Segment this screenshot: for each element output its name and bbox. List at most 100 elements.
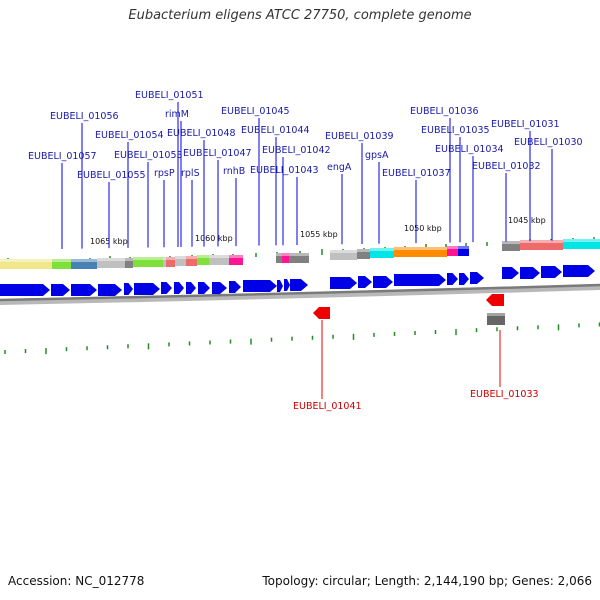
gene-label: EUBELI_01054	[95, 130, 164, 141]
annotation-bar	[282, 253, 289, 263]
annotation-bar	[166, 257, 175, 267]
annotation-bar-highlight	[487, 313, 505, 316]
gene-label: EUBELI_01057	[28, 151, 97, 162]
annotation-bar-highlight	[447, 246, 458, 249]
annotation-bar	[209, 255, 229, 265]
annotation-bar-highlight	[133, 257, 163, 260]
forward-gene-arrow	[243, 280, 277, 292]
annotation-bar-highlight	[209, 255, 229, 258]
annotation-bar	[487, 313, 505, 325]
kbp-label: 1060 kbp	[195, 234, 233, 243]
annotation-bar	[133, 257, 163, 267]
gene-labels-top: EUBELI_01051 EUBELI_01056 rimMEUBELI_01054…	[28, 90, 583, 249]
annotation-bar-highlight	[357, 249, 370, 252]
forward-gene-arrow	[277, 280, 283, 292]
annotation-bar	[97, 258, 125, 268]
annotation-bar	[175, 256, 186, 266]
forward-gene-arrow	[541, 266, 562, 278]
backbone-shadow	[0, 284, 600, 305]
annotation-bar	[71, 259, 97, 269]
accession-label: Accession: NC_012778	[8, 574, 145, 588]
gene-label: EUBELI_01044	[241, 125, 310, 136]
gene-label: rpsP	[154, 168, 175, 179]
forward-gene-arrow	[459, 273, 469, 285]
gene-label: rnhB	[223, 166, 245, 177]
annotation-bar	[458, 246, 469, 256]
forward-gene-arrow	[174, 282, 184, 294]
gene-label: EUBELI_01041	[293, 401, 362, 412]
annotation-bar-highlight	[394, 247, 447, 250]
forward-gene-arrow	[563, 265, 595, 277]
annotation-bar-highlight	[166, 257, 175, 260]
annotation-bar-highlight	[0, 259, 52, 262]
gene-labels-bottom: EUBELI_01041 EUBELI_01033	[293, 320, 539, 412]
annotation-bar	[186, 256, 197, 266]
forward-gene-arrow	[198, 282, 210, 294]
map-title: Eubacterium eligens ATCC 27750, complete…	[128, 8, 472, 23]
annotation-bar	[563, 239, 600, 249]
annotation-bar-highlight	[175, 256, 186, 259]
gene-label: EUBELI_01051	[135, 90, 204, 101]
forward-gene-arrow	[520, 267, 540, 279]
gene-label: EUBELI_01031	[491, 119, 560, 130]
gene-label: EUBELI_01039	[325, 131, 394, 142]
annotation-bar-highlight	[282, 253, 289, 256]
forward-gene-arrow	[98, 284, 122, 296]
annotation-bar-highlight	[97, 258, 125, 261]
forward-gene-arrow	[373, 276, 393, 288]
gene-label: EUBELI_01035	[421, 125, 490, 136]
annotation-bar-highlight	[502, 241, 520, 244]
forward-gene-arrow	[51, 284, 70, 296]
annotation-bar-highlight	[458, 246, 469, 249]
forward-gene-arrow	[470, 272, 484, 284]
genome-summary: Topology: circular; Length: 2,144,190 bp…	[262, 574, 592, 588]
kbp-label: 1045 kbp	[508, 216, 546, 225]
forward-gene-arrow	[0, 284, 50, 296]
annotation-bar-highlight	[330, 250, 357, 253]
backbone-line	[0, 283, 600, 302]
annotation-bar-highlight	[289, 253, 309, 256]
genome-backbone	[0, 283, 600, 305]
forward-gene-arrow	[358, 276, 372, 288]
gene-label: EUBELI_01037	[382, 168, 451, 179]
annotation-bar	[330, 250, 357, 260]
reverse-genes	[313, 294, 505, 325]
annotation-bar-highlight	[71, 259, 97, 262]
forward-gene-arrow	[284, 279, 290, 291]
forward-gene-arrow	[212, 282, 227, 294]
annotation-bars	[0, 239, 600, 269]
annotation-bar-highlight	[563, 239, 600, 242]
forward-gene-arrow	[229, 281, 241, 293]
forward-gene-arrow	[124, 283, 133, 295]
annotation-bar-highlight	[229, 255, 243, 258]
gene-label: EUBELI_01045	[221, 106, 290, 117]
annotation-bar-highlight	[197, 255, 209, 258]
gene-label: EUBELI_01033	[470, 389, 539, 400]
forward-gene-arrow	[502, 267, 519, 279]
gene-label: EUBELI_01047	[183, 148, 252, 159]
gene-label: EUBELI_01053	[114, 150, 183, 161]
annotation-bar	[197, 255, 209, 265]
annotation-bar	[502, 241, 520, 251]
kbp-label: 1050 kbp	[404, 224, 442, 233]
forward-gene-arrow	[134, 283, 160, 295]
gene-label: gpsA	[365, 150, 389, 161]
gene-label: EUBELI_01043	[250, 165, 319, 176]
annotation-bar	[520, 240, 563, 250]
forward-gene-arrow	[447, 273, 458, 285]
annotation-bar	[447, 246, 458, 256]
reverse-gene-arrow	[313, 307, 330, 319]
annotation-bar	[0, 259, 52, 269]
reverse-gene-arrow	[486, 294, 504, 306]
forward-gene-arrow	[290, 279, 308, 291]
annotation-bar-highlight	[186, 256, 197, 259]
gene-label: EUBELI_01042	[262, 145, 331, 156]
annotation-bar	[125, 258, 133, 268]
forward-gene-arrow	[161, 282, 172, 294]
forward-gene-arrow	[71, 284, 97, 296]
annotation-bar-highlight	[163, 257, 166, 260]
annotation-bar	[276, 253, 282, 263]
gene-label: EUBELI_01032	[472, 161, 541, 172]
forward-gene-arrow	[186, 282, 196, 294]
